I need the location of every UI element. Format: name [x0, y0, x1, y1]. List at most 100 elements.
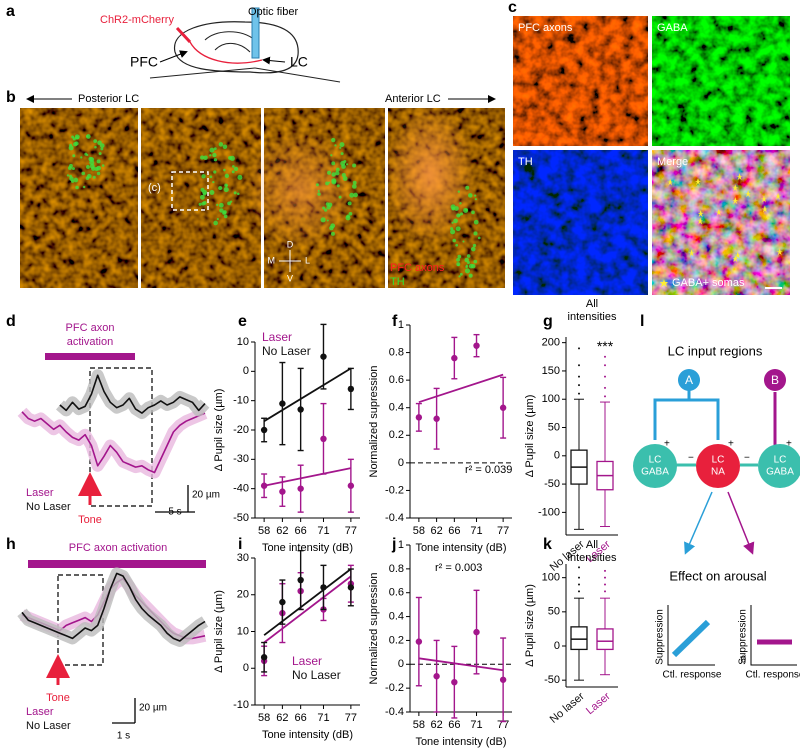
- x-axis-label: Tone intensity (dB): [262, 729, 353, 741]
- cell: [82, 185, 86, 189]
- cell: [335, 167, 340, 172]
- chart-title: All: [586, 539, 598, 551]
- y-tick-label: 100: [542, 572, 560, 584]
- y-tick-label: 0.4: [389, 402, 404, 414]
- x-tick-label: 66: [295, 712, 307, 724]
- x-tick-label: No laser: [548, 690, 587, 726]
- cell: [323, 208, 328, 212]
- trace-line: [21, 572, 206, 642]
- cell: [338, 195, 342, 199]
- cell: [100, 147, 104, 151]
- soma-star: [694, 178, 701, 186]
- panel-a: ChR2-mCherry Optic fiber PFC LC: [100, 6, 341, 83]
- x-tick-label: 77: [345, 712, 357, 724]
- diagram-title: LC input regions: [668, 343, 763, 358]
- data-point: [320, 584, 327, 591]
- y-tick-label: 0: [398, 658, 404, 670]
- cell: [458, 275, 461, 278]
- legend-label: TH: [390, 276, 405, 288]
- cell: [464, 257, 470, 263]
- chart-title: intensities: [568, 311, 617, 323]
- y-tick-label: -0.2: [385, 682, 404, 694]
- cell: [212, 152, 217, 158]
- cell: [468, 193, 473, 198]
- cell: [352, 180, 357, 185]
- scale-bar: [155, 485, 195, 513]
- key-label: GABA+ somas: [672, 277, 745, 289]
- cell: [224, 183, 228, 187]
- soma-star: [660, 279, 668, 287]
- cell: [331, 161, 336, 166]
- x-tick-label: 71: [470, 525, 482, 537]
- mini-ylabel: Suppression: [655, 609, 666, 665]
- data-point: [499, 676, 507, 683]
- cell: [331, 178, 337, 184]
- cell: [224, 173, 230, 179]
- cell: [474, 194, 477, 197]
- cell: [96, 159, 101, 164]
- annotation: r² = 0.003: [435, 562, 482, 574]
- cell: [327, 170, 331, 175]
- cell: [473, 231, 478, 236]
- lc-arrow: [262, 56, 286, 65]
- fit-line: [263, 575, 352, 644]
- x-tick-label: 58: [413, 719, 425, 731]
- node-label: GABA: [641, 467, 669, 478]
- box: [596, 628, 614, 651]
- cell: [67, 166, 72, 171]
- panel-label: g: [543, 313, 553, 330]
- cell: [336, 184, 340, 188]
- scale-label: 1 s: [117, 731, 130, 742]
- cell: [325, 181, 329, 186]
- outlier: [578, 347, 580, 350]
- cell: [69, 174, 72, 178]
- mini-trend: [671, 619, 711, 658]
- cell: [209, 154, 212, 157]
- y-tick-label: 100: [542, 393, 560, 405]
- cell: [86, 135, 89, 138]
- mini-zero: 0: [740, 655, 746, 666]
- y-tick-label: -100: [538, 506, 560, 518]
- node-label: NA: [711, 467, 725, 478]
- posterior-label: Posterior LC: [78, 93, 139, 105]
- box: [570, 626, 588, 651]
- cell: [322, 206, 326, 210]
- node-label: GABA: [766, 467, 794, 478]
- trace-line: [21, 411, 206, 474]
- data-point: [260, 482, 268, 489]
- cell: [229, 200, 233, 203]
- data-point: [433, 673, 440, 680]
- cell: [339, 146, 342, 149]
- data-point: [320, 353, 327, 360]
- pfc-arrow: [159, 50, 188, 63]
- y-tick-label: 0.8: [389, 346, 404, 358]
- cell: [471, 210, 475, 215]
- data-point: [347, 482, 355, 489]
- y-axis-label: Normalized supression: [368, 366, 380, 478]
- outlier: [604, 386, 606, 389]
- anterior-label: Anterior LC: [385, 93, 441, 105]
- cell: [231, 170, 235, 174]
- panel-label: k: [543, 536, 552, 553]
- cell: [346, 163, 349, 166]
- event-label: Tone: [46, 692, 70, 704]
- cell: [216, 218, 219, 221]
- data-point: [279, 400, 286, 407]
- data-point: [297, 576, 304, 584]
- cell: [473, 259, 478, 264]
- cell: [456, 262, 461, 267]
- y-tick-label: -40: [233, 483, 249, 495]
- cell: [340, 152, 344, 156]
- cell: [233, 191, 237, 195]
- data-point: [297, 406, 304, 413]
- cell: [329, 225, 334, 231]
- cell: [209, 190, 215, 196]
- cell: [88, 156, 93, 162]
- soma-star: [667, 178, 674, 186]
- cell: [334, 144, 337, 147]
- data-point: [297, 485, 304, 492]
- cell: [326, 219, 329, 222]
- fiber-label: Optic fiber: [248, 6, 298, 18]
- outlier: [604, 355, 606, 358]
- cell: [222, 144, 228, 150]
